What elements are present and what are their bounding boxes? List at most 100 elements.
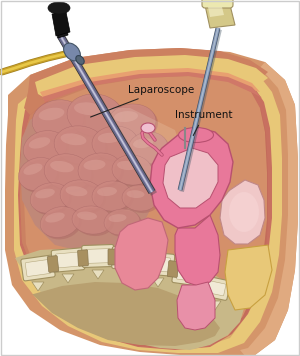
Ellipse shape: [133, 138, 153, 148]
Polygon shape: [54, 8, 68, 38]
Ellipse shape: [23, 163, 43, 175]
Ellipse shape: [98, 133, 121, 143]
Ellipse shape: [108, 104, 156, 140]
FancyBboxPatch shape: [25, 260, 51, 277]
Ellipse shape: [61, 134, 86, 145]
Ellipse shape: [124, 187, 160, 213]
Polygon shape: [52, 12, 70, 36]
FancyBboxPatch shape: [202, 0, 233, 8]
Ellipse shape: [122, 185, 158, 211]
FancyBboxPatch shape: [196, 273, 208, 289]
Ellipse shape: [110, 106, 158, 142]
Polygon shape: [115, 218, 168, 290]
FancyBboxPatch shape: [172, 262, 204, 286]
Polygon shape: [14, 60, 282, 353]
Polygon shape: [10, 55, 288, 355]
Ellipse shape: [50, 161, 74, 172]
Polygon shape: [220, 180, 265, 244]
Polygon shape: [100, 108, 190, 192]
Ellipse shape: [20, 159, 60, 193]
Ellipse shape: [94, 128, 140, 162]
Polygon shape: [40, 68, 260, 100]
Ellipse shape: [23, 131, 67, 166]
Polygon shape: [208, 7, 224, 17]
Ellipse shape: [56, 128, 108, 166]
Ellipse shape: [94, 183, 134, 213]
Ellipse shape: [40, 206, 80, 237]
Ellipse shape: [45, 213, 65, 222]
Polygon shape: [20, 74, 268, 348]
FancyBboxPatch shape: [51, 248, 85, 272]
Ellipse shape: [106, 211, 142, 237]
Ellipse shape: [130, 134, 170, 166]
Polygon shape: [175, 215, 220, 286]
Ellipse shape: [66, 186, 87, 196]
Polygon shape: [92, 270, 104, 279]
Ellipse shape: [141, 123, 155, 133]
Polygon shape: [122, 272, 134, 281]
Ellipse shape: [128, 132, 168, 164]
Ellipse shape: [104, 209, 140, 235]
FancyBboxPatch shape: [138, 253, 148, 269]
Ellipse shape: [92, 181, 132, 211]
Polygon shape: [225, 245, 272, 310]
Ellipse shape: [178, 127, 214, 142]
Polygon shape: [240, 62, 298, 356]
Ellipse shape: [35, 189, 55, 198]
Ellipse shape: [54, 126, 106, 164]
Text: Instrument: Instrument: [175, 110, 232, 136]
Ellipse shape: [74, 208, 114, 236]
Polygon shape: [163, 148, 218, 208]
Polygon shape: [20, 74, 267, 347]
Ellipse shape: [117, 161, 137, 170]
FancyBboxPatch shape: [141, 252, 175, 276]
Ellipse shape: [18, 157, 58, 190]
Polygon shape: [42, 72, 262, 102]
Ellipse shape: [114, 157, 154, 187]
Ellipse shape: [44, 154, 92, 190]
Ellipse shape: [114, 111, 138, 122]
Ellipse shape: [97, 187, 117, 196]
Ellipse shape: [62, 182, 106, 214]
Polygon shape: [205, 5, 235, 28]
Ellipse shape: [76, 56, 84, 64]
Ellipse shape: [78, 153, 122, 187]
Ellipse shape: [64, 43, 80, 61]
Ellipse shape: [32, 185, 72, 215]
FancyBboxPatch shape: [112, 246, 144, 269]
Ellipse shape: [77, 211, 97, 220]
FancyBboxPatch shape: [82, 245, 114, 267]
Ellipse shape: [69, 96, 125, 138]
Polygon shape: [150, 128, 233, 228]
Polygon shape: [18, 68, 272, 350]
Polygon shape: [20, 100, 160, 252]
Polygon shape: [35, 55, 268, 100]
Ellipse shape: [74, 102, 102, 115]
FancyBboxPatch shape: [204, 280, 226, 296]
Ellipse shape: [34, 102, 86, 142]
FancyBboxPatch shape: [116, 251, 140, 265]
FancyBboxPatch shape: [21, 255, 55, 281]
Ellipse shape: [46, 156, 94, 192]
Polygon shape: [5, 48, 298, 356]
Polygon shape: [177, 282, 215, 330]
Ellipse shape: [80, 155, 124, 189]
Polygon shape: [182, 288, 194, 297]
Ellipse shape: [32, 100, 84, 140]
Text: Laparoscope: Laparoscope: [91, 85, 194, 117]
Ellipse shape: [72, 206, 112, 234]
Ellipse shape: [39, 108, 64, 120]
Polygon shape: [62, 274, 74, 283]
Polygon shape: [30, 282, 220, 346]
Polygon shape: [24, 48, 268, 115]
Ellipse shape: [48, 2, 70, 14]
FancyBboxPatch shape: [47, 256, 59, 272]
Polygon shape: [32, 282, 44, 291]
FancyBboxPatch shape: [167, 261, 179, 277]
FancyBboxPatch shape: [86, 248, 110, 263]
FancyBboxPatch shape: [56, 252, 80, 268]
Ellipse shape: [109, 214, 127, 222]
Ellipse shape: [25, 133, 69, 167]
Ellipse shape: [83, 160, 106, 170]
Ellipse shape: [229, 192, 259, 232]
